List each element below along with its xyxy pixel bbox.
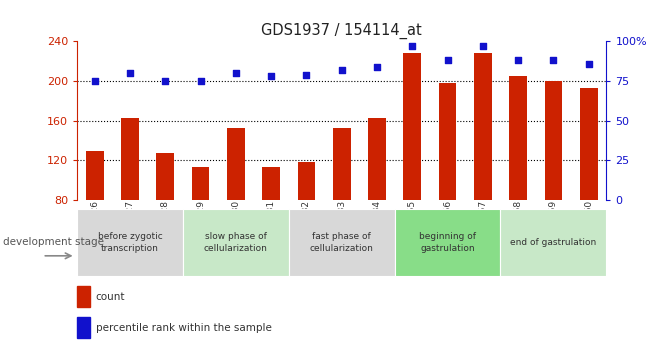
Bar: [121, 118, 139, 200]
Bar: [395, 209, 500, 276]
Text: count: count: [96, 292, 125, 302]
Bar: [227, 128, 245, 200]
Text: GSM90256: GSM90256: [443, 200, 452, 249]
Text: GSM90230: GSM90230: [231, 200, 241, 249]
Point: [336, 67, 347, 73]
Bar: [263, 167, 280, 200]
Point: [584, 61, 594, 66]
Text: percentile rank within the sample: percentile rank within the sample: [96, 323, 271, 333]
Bar: [509, 76, 527, 200]
Point: [372, 64, 383, 70]
Point: [478, 43, 488, 49]
Title: GDS1937 / 154114_at: GDS1937 / 154114_at: [261, 22, 422, 39]
Bar: [333, 128, 350, 200]
Point: [442, 58, 453, 63]
Point: [160, 78, 171, 84]
Bar: [500, 209, 606, 276]
Point: [301, 72, 312, 78]
Text: slow phase of
cellularization: slow phase of cellularization: [204, 232, 268, 253]
Text: GSM90258: GSM90258: [514, 200, 523, 249]
Point: [407, 43, 417, 49]
Bar: [289, 209, 395, 276]
Text: GSM90228: GSM90228: [161, 200, 170, 249]
Point: [266, 73, 277, 79]
Point: [548, 58, 559, 63]
Bar: [439, 83, 456, 200]
Bar: [403, 53, 421, 200]
Bar: [297, 162, 316, 200]
Text: GSM90232: GSM90232: [302, 200, 311, 249]
Text: development stage: development stage: [3, 237, 105, 247]
Bar: [77, 209, 183, 276]
Bar: [369, 118, 386, 200]
Bar: [474, 53, 492, 200]
Point: [195, 78, 206, 84]
Bar: [545, 81, 562, 200]
Point: [513, 58, 523, 63]
Bar: [580, 88, 598, 200]
Text: before zygotic
transcription: before zygotic transcription: [98, 232, 162, 253]
Text: end of gastrulation: end of gastrulation: [511, 238, 596, 247]
Bar: [77, 286, 90, 307]
Text: GSM90260: GSM90260: [584, 200, 593, 249]
Text: GSM90227: GSM90227: [125, 200, 135, 249]
Text: GSM90229: GSM90229: [196, 200, 205, 249]
Text: GSM90259: GSM90259: [549, 200, 558, 249]
Point: [230, 70, 241, 76]
Bar: [86, 150, 103, 200]
Bar: [192, 167, 210, 200]
Text: GSM90233: GSM90233: [337, 200, 346, 249]
Bar: [183, 209, 289, 276]
Point: [125, 70, 135, 76]
Text: GSM90234: GSM90234: [373, 200, 381, 249]
Text: beginning of
gastrulation: beginning of gastrulation: [419, 232, 476, 253]
Point: [89, 78, 100, 84]
Bar: [156, 154, 174, 200]
Text: GSM90257: GSM90257: [478, 200, 487, 249]
Text: GSM90255: GSM90255: [408, 200, 417, 249]
Text: GSM90231: GSM90231: [267, 200, 275, 249]
Bar: [77, 317, 90, 338]
Text: fast phase of
cellularization: fast phase of cellularization: [310, 232, 374, 253]
Text: GSM90226: GSM90226: [90, 200, 99, 249]
